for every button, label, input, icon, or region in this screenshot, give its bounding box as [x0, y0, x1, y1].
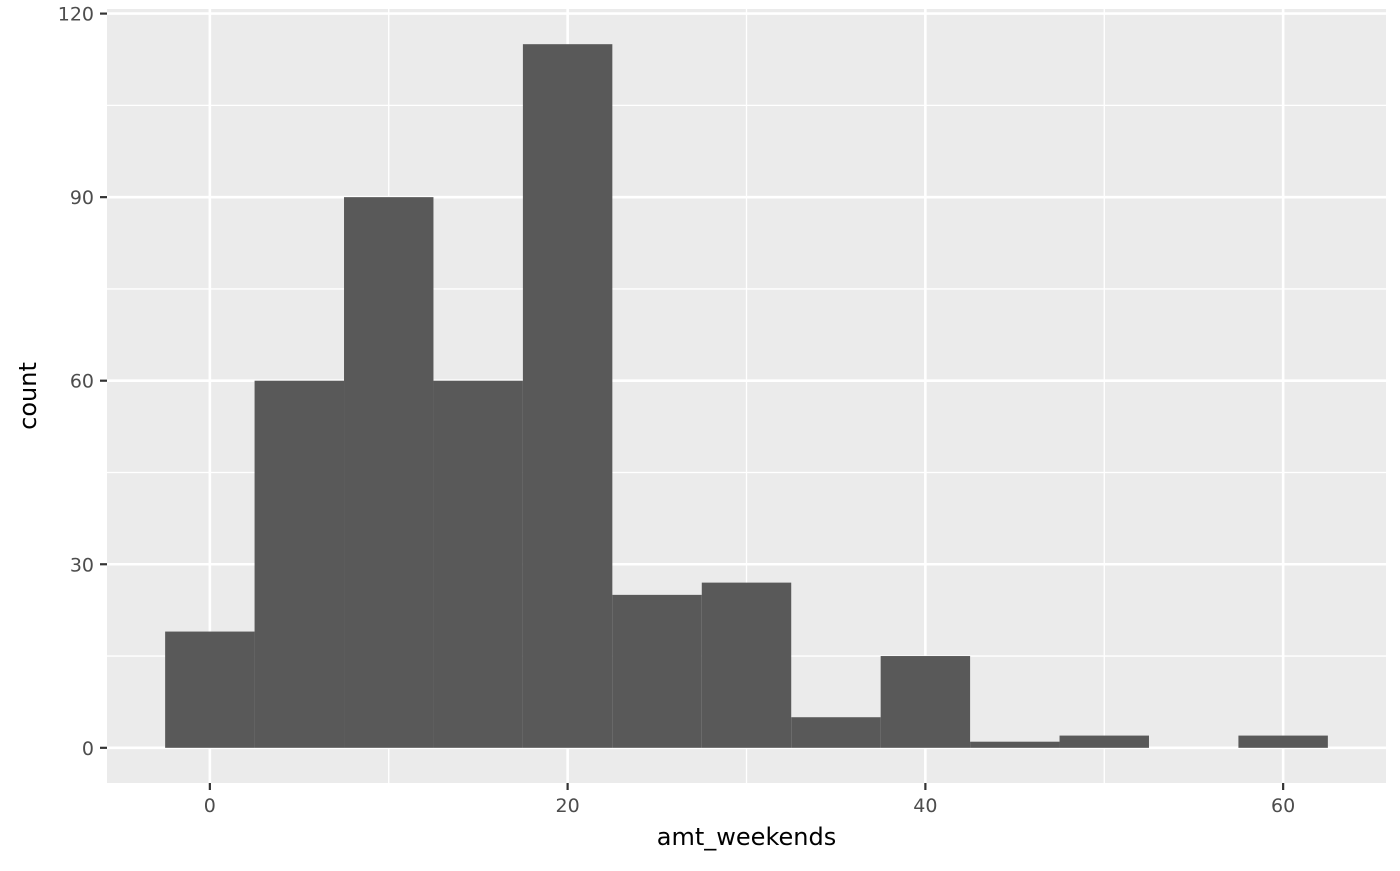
histogram-bar — [970, 741, 1060, 748]
x-axis-title: amt_weekends — [657, 823, 836, 851]
histogram-bar — [522, 44, 613, 748]
histogram-bar — [1238, 735, 1328, 748]
histogram-bar — [254, 380, 345, 748]
histogram-bar — [612, 594, 702, 748]
y-tick-label: 60 — [70, 371, 94, 393]
y-tick-label: 90 — [70, 187, 94, 209]
y-axis-title: count — [14, 362, 42, 430]
histogram-bar — [433, 380, 523, 748]
x-tick-label: 40 — [913, 795, 937, 817]
y-tick-label: 0 — [82, 738, 94, 760]
histogram-bar — [165, 631, 255, 748]
bar-layer — [165, 44, 1328, 748]
histogram-bar — [344, 197, 434, 748]
histogram-bar — [1059, 735, 1149, 748]
y-tick-label: 120 — [58, 4, 94, 26]
x-tick-label: 60 — [1271, 795, 1295, 817]
y-tick-label: 30 — [70, 554, 94, 576]
histogram-bar — [791, 717, 881, 748]
histogram-bar — [880, 656, 971, 748]
histogram-bar — [701, 582, 792, 748]
x-tick-label: 0 — [204, 795, 216, 817]
x-tick-label: 20 — [556, 795, 580, 817]
axis-layer: 0 20 40 60 0 30 60 90 120 — [58, 4, 1296, 817]
